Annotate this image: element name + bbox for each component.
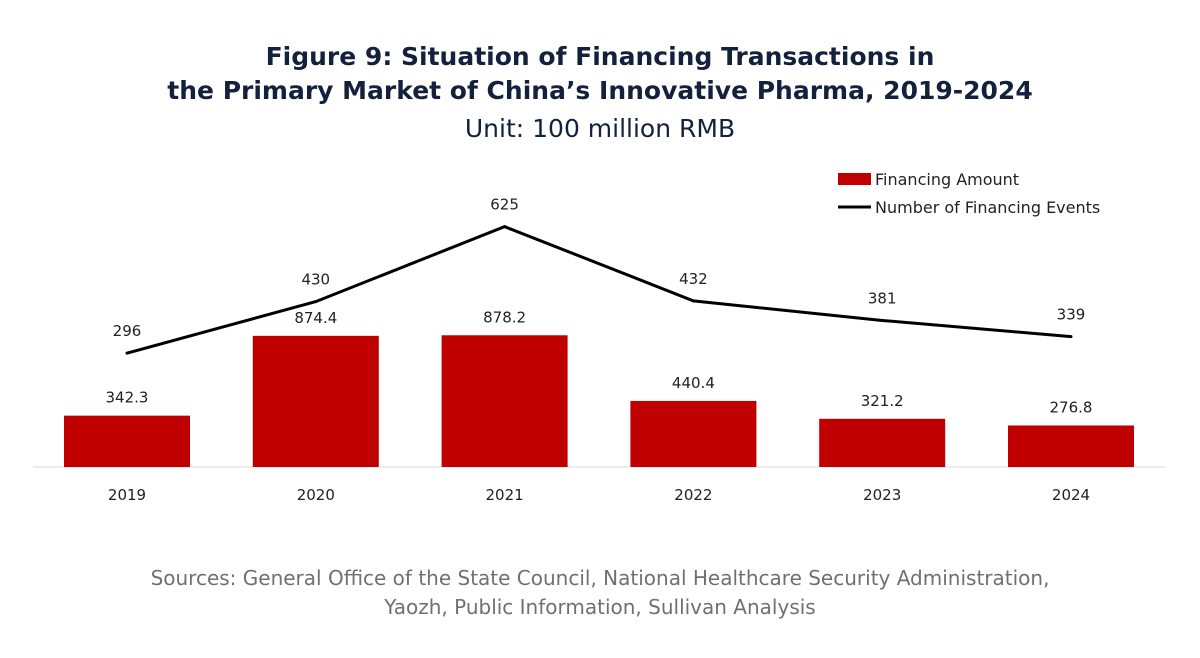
line-label-2021: 625 (490, 196, 519, 214)
legend: Financing Amount Number of Financing Eve… (838, 170, 1100, 217)
title-line-1: Figure 9: Situation of Financing Transac… (265, 42, 935, 71)
source-line-1: Sources: General Office of the State Cou… (150, 566, 1050, 590)
x-tick-2019: 2019 (108, 486, 146, 504)
line-label-2023: 381 (868, 289, 897, 307)
line-label-2020: 430 (301, 271, 330, 289)
bar-label-2022: 440.4 (672, 374, 715, 392)
bar-2020 (252, 335, 379, 467)
legend-line-label: Number of Financing Events (875, 198, 1100, 217)
x-tick-2023: 2023 (863, 486, 901, 504)
line-series-events (126, 225, 1072, 355)
bar-label-2019: 342.3 (106, 389, 149, 407)
title-line-2: the Primary Market of China’s Innovative… (167, 76, 1033, 105)
line-label-2024: 339 (1057, 306, 1086, 324)
line-label-2022: 432 (679, 270, 708, 288)
bar-label-2024: 276.8 (1050, 398, 1093, 416)
x-tick-2021: 2021 (486, 486, 524, 504)
legend-bar-swatch (838, 173, 871, 185)
bar-label-2023: 321.2 (861, 392, 904, 410)
chart-title: Figure 9: Situation of Financing Transac… (0, 40, 1200, 108)
bar-label-2020: 874.4 (294, 309, 337, 327)
bar-2021 (441, 335, 568, 467)
line-label-2019: 296 (113, 322, 142, 340)
x-tick-2022: 2022 (674, 486, 712, 504)
x-tick-2024: 2024 (1052, 486, 1090, 504)
x-tick-2020: 2020 (297, 486, 335, 504)
bar-2022 (630, 400, 757, 467)
source-note: Sources: General Office of the State Cou… (0, 564, 1200, 622)
bar-2023 (819, 418, 946, 467)
bar-label-2021: 878.2 (483, 308, 526, 326)
legend-bar-label: Financing Amount (875, 170, 1019, 189)
chart-subtitle: Unit: 100 million RMB (464, 114, 736, 143)
bar-2024 (1008, 425, 1134, 467)
source-line-2: Yaozh, Public Information, Sullivan Anal… (384, 595, 816, 619)
bar-2019 (64, 415, 190, 467)
